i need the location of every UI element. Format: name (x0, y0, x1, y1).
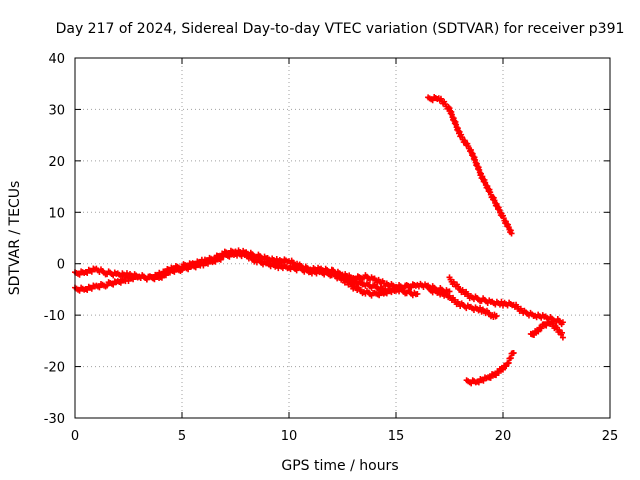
data-point (226, 253, 233, 260)
x-axis-ticks: 0 5 10 15 20 25 (71, 58, 618, 444)
y-tick-label: 30 (48, 103, 65, 118)
data-point (408, 284, 415, 291)
x-tick-label: 15 (388, 429, 405, 444)
series-track-5 (446, 274, 566, 328)
data-point (510, 349, 517, 356)
data-point (383, 290, 390, 297)
data-point (76, 287, 83, 294)
data-point (117, 279, 124, 286)
data-point (445, 104, 452, 111)
x-tick-label: 20 (495, 429, 512, 444)
data-point (538, 325, 545, 332)
series-track-7 (463, 349, 517, 387)
data-point (200, 262, 207, 269)
data-point (162, 272, 169, 279)
x-tick-label: 25 (602, 429, 619, 444)
data-point (212, 258, 219, 265)
plot-frame (74, 57, 611, 419)
y-axis-label: SDTVAR / TECUs (7, 181, 23, 296)
data-point (151, 276, 158, 283)
y-tick-label: -20 (44, 361, 65, 376)
data-point (508, 230, 515, 237)
data-point (498, 298, 505, 305)
data-point (480, 377, 487, 384)
data-point (192, 264, 199, 271)
y-tick-label: 10 (48, 206, 65, 221)
data-point (535, 328, 542, 335)
y-tick-label: 0 (57, 258, 65, 273)
data-point (171, 268, 178, 275)
series-track-4 (425, 284, 500, 320)
y-tick-label: -30 (44, 412, 65, 427)
data-point (468, 380, 475, 387)
data-point (456, 286, 463, 292)
data-point (76, 271, 83, 278)
data-marks (72, 94, 566, 387)
data-point (104, 282, 111, 289)
data-point (84, 286, 91, 293)
series-track-8 (527, 318, 566, 341)
y-axis-ticks: -30 -20 -10 0 10 20 30 40 (44, 52, 610, 427)
data-point (217, 256, 224, 263)
data-point (88, 285, 95, 292)
data-point (376, 292, 383, 299)
y-tick-label: 40 (48, 52, 65, 67)
data-point (500, 366, 506, 373)
data-point (559, 329, 566, 336)
data-point (559, 334, 566, 341)
data-point (388, 288, 395, 295)
data-point (487, 374, 494, 381)
x-tick-label: 5 (178, 429, 186, 444)
data-point (185, 266, 192, 273)
y-tick-label: 20 (48, 155, 65, 170)
data-point (353, 276, 360, 283)
data-point (88, 268, 95, 275)
data-point (273, 261, 280, 268)
data-point (495, 369, 502, 376)
data-point (559, 319, 566, 326)
data-point (84, 270, 91, 277)
data-point (493, 312, 500, 319)
grid (75, 58, 610, 418)
data-point (130, 276, 137, 283)
data-point (125, 277, 132, 284)
series-track-2 (72, 249, 421, 299)
data-point (96, 284, 103, 291)
series-track-6 (425, 94, 515, 237)
data-point (204, 260, 211, 267)
x-tick-label: 10 (281, 429, 298, 444)
x-axis-label: GPS time / hours (281, 458, 398, 474)
data-point (110, 281, 117, 288)
data-point (158, 274, 165, 281)
data-point (273, 255, 280, 262)
data-point (531, 331, 538, 338)
y-tick-label: -10 (44, 309, 65, 324)
series-track-3 (328, 266, 453, 296)
data-point (475, 379, 482, 386)
chart-title: Day 217 of 2024, Sidereal Day-to-day VTE… (56, 21, 625, 37)
x-tick-label: 0 (71, 429, 79, 444)
data-point (179, 267, 185, 274)
data-point (414, 290, 421, 297)
data-point (429, 97, 436, 104)
